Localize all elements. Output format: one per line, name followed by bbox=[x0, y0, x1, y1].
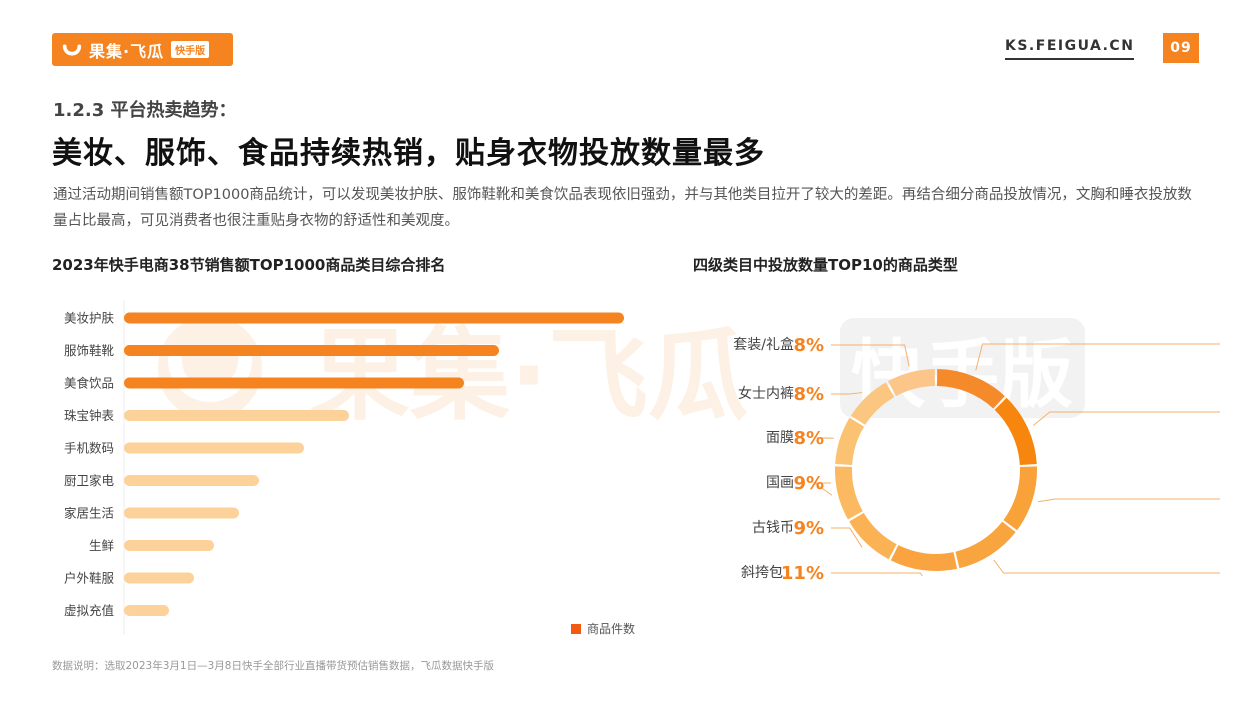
donut-slice bbox=[849, 512, 897, 560]
category-label: 珠宝钟表 bbox=[64, 408, 115, 423]
leader-line bbox=[831, 344, 910, 367]
slice-value: 8% bbox=[793, 335, 824, 356]
bar bbox=[124, 312, 624, 324]
donut-chart: 文胸12%睡衣/居家服套装12%时尚休闲谢11%纸钞11%11%斜挎包9%古钱币… bbox=[733, 335, 1220, 584]
bar-chart-legend: 商品件数 bbox=[571, 620, 635, 637]
logo-tag: 快手版 bbox=[171, 41, 210, 58]
bar bbox=[124, 475, 259, 486]
legend-swatch bbox=[571, 623, 581, 634]
category-label: 美食饮品 bbox=[64, 376, 114, 391]
slice-label: 面膜 bbox=[766, 430, 794, 446]
donut-slice bbox=[887, 369, 935, 397]
slice-label: 女士内裤 bbox=[738, 385, 794, 402]
leader-line bbox=[831, 392, 863, 395]
bar bbox=[124, 410, 349, 421]
category-label: 虚拟充值 bbox=[64, 603, 114, 618]
donut-slice bbox=[937, 369, 1005, 409]
slice-label: 古钱币 bbox=[752, 520, 794, 536]
slice-label: 国画 bbox=[766, 475, 794, 491]
leader-line bbox=[993, 559, 1220, 574]
slice-value: 9% bbox=[793, 518, 824, 539]
bar bbox=[124, 507, 239, 519]
slice-value: 9% bbox=[793, 473, 824, 494]
brand-logo: 果集·飞瓜 快手版 bbox=[52, 33, 233, 66]
slice-value: 11% bbox=[781, 563, 824, 584]
slice-label: 斜挎包 bbox=[741, 565, 783, 581]
leader-line bbox=[975, 343, 1220, 371]
slice-label: 套装/礼盒 bbox=[733, 336, 794, 353]
donut-slice bbox=[890, 545, 958, 571]
site-url: KS.FEIGUA.CN bbox=[1005, 38, 1135, 60]
bar bbox=[124, 442, 304, 454]
category-label: 厨卫家电 bbox=[64, 473, 115, 488]
category-label: 手机数码 bbox=[64, 441, 114, 456]
donut-slice bbox=[1003, 466, 1037, 531]
leader-line bbox=[1038, 498, 1220, 503]
category-label: 家居生活 bbox=[64, 506, 114, 521]
category-label: 服饰鞋靴 bbox=[64, 343, 115, 358]
donut-slice bbox=[835, 417, 865, 465]
donut-slice bbox=[835, 466, 863, 520]
leader-line bbox=[812, 482, 833, 496]
donut-slice bbox=[850, 382, 895, 425]
donut-chart-title: 四级类目中投放数量TOP10的商品类型 bbox=[693, 256, 958, 274]
bar bbox=[124, 540, 214, 551]
bar bbox=[124, 377, 464, 389]
page-number: 09 bbox=[1163, 33, 1199, 63]
intro-paragraph: 通过活动期间销售额TOP1000商品统计，可以发现美妆护肤、服饰鞋靴和美食饮品表… bbox=[53, 187, 1192, 229]
legend-label: 商品件数 bbox=[587, 622, 636, 636]
leader-line bbox=[831, 527, 863, 548]
bar bbox=[124, 572, 194, 584]
bar bbox=[124, 605, 169, 616]
slice-value: 8% bbox=[793, 384, 824, 405]
slice-value: 8% bbox=[793, 428, 824, 449]
leader-line bbox=[831, 572, 923, 577]
donut-slice bbox=[955, 521, 1016, 569]
smile-logo-icon bbox=[62, 44, 82, 55]
page-title: 美妆、服饰、食品持续热销，贴身衣物投放数量最多 bbox=[52, 136, 765, 171]
section-label: 1.2.3 平台热卖趋势： bbox=[53, 100, 237, 121]
category-label: 生鲜 bbox=[89, 538, 114, 553]
logo-text: 果集·飞瓜 bbox=[89, 41, 165, 61]
category-label: 户外鞋服 bbox=[64, 571, 115, 586]
donut-slice bbox=[994, 397, 1037, 465]
leader-line bbox=[1033, 411, 1220, 426]
bar bbox=[124, 345, 499, 356]
bar-chart-title: 2023年快手电商38节销售额TOP1000商品类目综合排名 bbox=[52, 256, 446, 274]
data-source-note: 数据说明：选取2023年3月1日—3月8日快手全部行业直播带货预估销售数据，飞瓜… bbox=[52, 660, 494, 672]
category-label: 美妆护肤 bbox=[64, 311, 115, 326]
